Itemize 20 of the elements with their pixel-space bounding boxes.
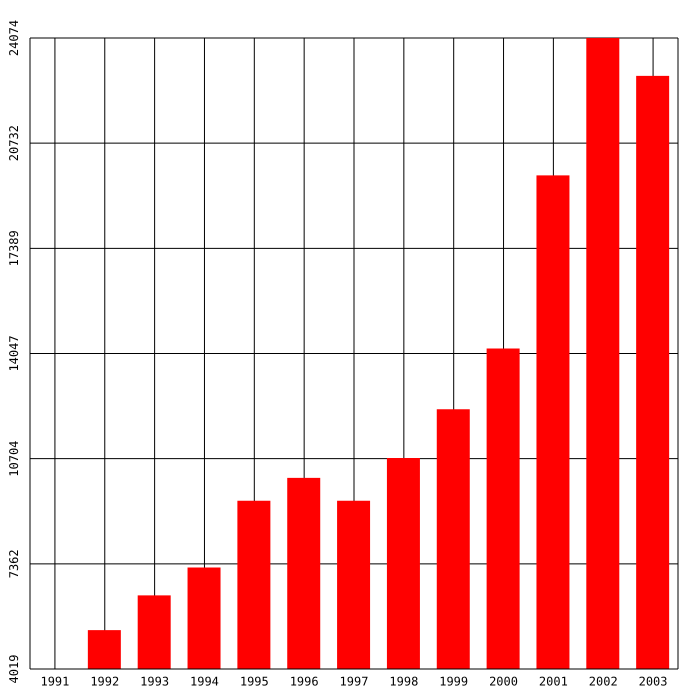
y-tick-label: 4019 xyxy=(7,654,21,684)
x-tick-label: 2000 xyxy=(489,674,518,689)
x-tick-label: 1996 xyxy=(290,674,319,689)
x-tick-label: 1991 xyxy=(40,674,70,689)
y-tick-label: 24074 xyxy=(7,20,21,56)
y-tick-label: 14047 xyxy=(7,335,21,372)
x-tick-label: 2003 xyxy=(638,674,668,689)
x-tick-label: 1995 xyxy=(240,674,269,689)
y-tick-label: 10704 xyxy=(7,440,21,477)
y-tick-label: 17389 xyxy=(7,230,21,266)
x-tick-label: 1993 xyxy=(140,674,170,689)
x-tick-label: 1992 xyxy=(90,674,120,689)
y-tick-label: 20732 xyxy=(7,125,21,162)
x-tick-label: 1998 xyxy=(389,674,418,689)
x-tick-label: 2001 xyxy=(538,674,568,689)
y-tick-label: 7362 xyxy=(7,549,21,578)
x-tick-label: 1997 xyxy=(340,674,368,689)
x-tick-label: 1999 xyxy=(439,674,468,689)
x-tick-label: 2002 xyxy=(588,674,618,689)
x-tick-label: 1994 xyxy=(190,674,219,689)
